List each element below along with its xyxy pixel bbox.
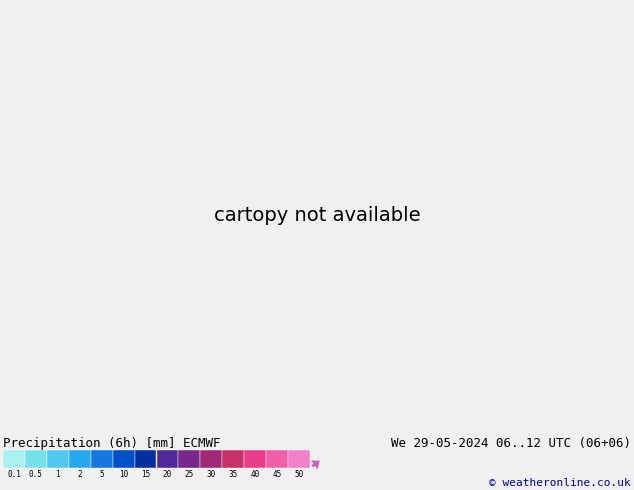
Bar: [178, 450, 200, 468]
Bar: [91, 450, 113, 468]
Bar: [25, 450, 47, 468]
Text: 45: 45: [273, 470, 281, 479]
Bar: [134, 450, 157, 468]
Text: 30: 30: [207, 470, 216, 479]
Bar: [288, 450, 310, 468]
Bar: [3, 450, 25, 468]
Bar: [113, 450, 134, 468]
Text: 0.1: 0.1: [7, 470, 21, 479]
Text: © weatheronline.co.uk: © weatheronline.co.uk: [489, 478, 631, 488]
Text: 1: 1: [56, 470, 60, 479]
Bar: [200, 450, 223, 468]
Text: We 29-05-2024 06..12 UTC (06+06): We 29-05-2024 06..12 UTC (06+06): [391, 437, 631, 450]
Bar: [47, 450, 68, 468]
Text: Precipitation (6h) [mm] ECMWF: Precipitation (6h) [mm] ECMWF: [3, 437, 221, 450]
Text: cartopy not available: cartopy not available: [214, 206, 420, 225]
Text: 50: 50: [294, 470, 304, 479]
Text: 35: 35: [229, 470, 238, 479]
Text: 40: 40: [250, 470, 260, 479]
Bar: [223, 450, 244, 468]
Text: 20: 20: [163, 470, 172, 479]
Text: 0.5: 0.5: [29, 470, 43, 479]
Text: 15: 15: [141, 470, 150, 479]
Bar: [244, 450, 266, 468]
Text: 10: 10: [119, 470, 128, 479]
Text: 25: 25: [184, 470, 194, 479]
Bar: [68, 450, 91, 468]
Text: 2: 2: [77, 470, 82, 479]
Text: 5: 5: [100, 470, 104, 479]
Bar: [157, 450, 178, 468]
Bar: [266, 450, 288, 468]
